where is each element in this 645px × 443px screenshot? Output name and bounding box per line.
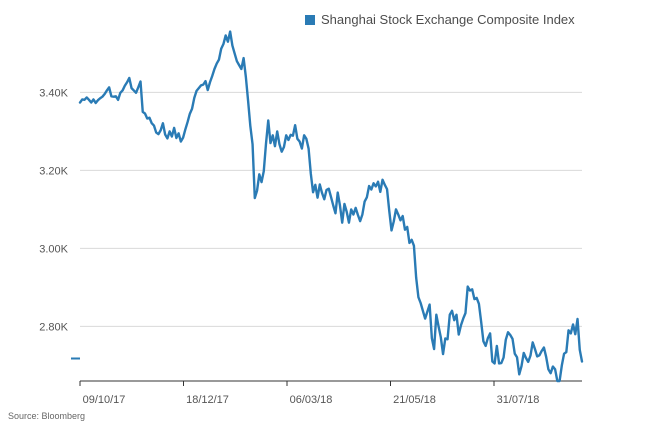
series-line-0	[78, 30, 584, 383]
x-tick-label-0: 09/10/17	[83, 394, 126, 406]
x-tick-label-1: 18/12/17	[186, 394, 229, 406]
x-tick-label-4: 31/07/18	[497, 394, 540, 406]
y-tick-label-1: 3.00K	[39, 243, 68, 255]
x-axis-tick-labels: 09/10/17 18/12/17 06/03/18 21/05/18 31/07/18	[79, 381, 540, 406]
legend: Shanghai Stock Exchange Composite Index	[305, 12, 575, 27]
gridlines	[80, 91, 582, 327]
y-tick-label-0: 2.80K	[39, 321, 68, 333]
x-tick-label-2: 06/03/18	[290, 394, 333, 406]
y-tick-label-3: 3.40K	[39, 87, 68, 99]
y-axis-tick-labels: 2.80K 3.00K 3.20K 3.40K	[39, 87, 68, 333]
series-layer	[78, 30, 584, 383]
y-axis-marker	[71, 357, 80, 360]
legend-label: Shanghai Stock Exchange Composite Index	[321, 12, 575, 27]
legend-swatch	[305, 14, 315, 25]
y-tick-label-2: 3.20K	[39, 165, 68, 177]
source-note: Source: Bloomberg	[8, 411, 86, 421]
x-tick-label-3: 21/05/18	[393, 394, 436, 406]
